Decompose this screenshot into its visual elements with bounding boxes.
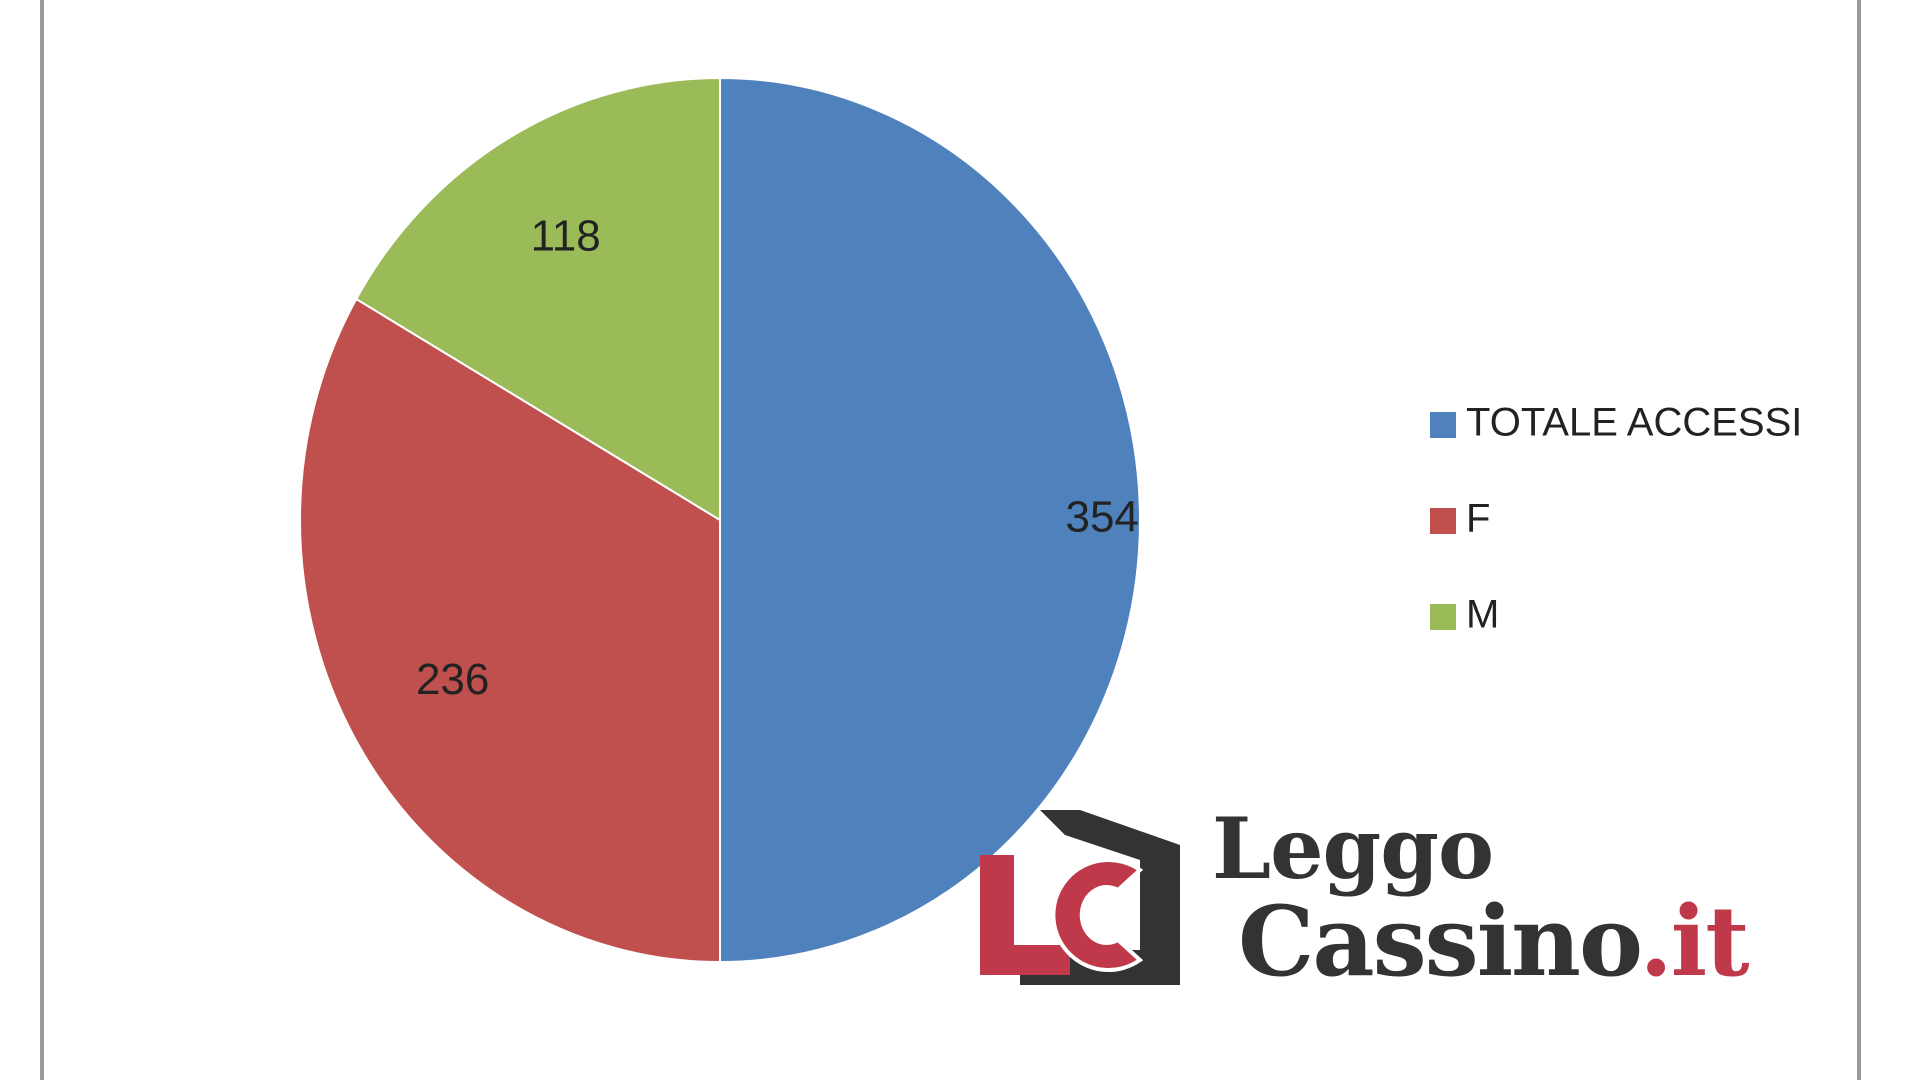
legend-swatch-f — [1430, 508, 1456, 534]
legend-swatch-m — [1430, 604, 1456, 630]
data-label-f: 236 — [416, 655, 489, 704]
frame-right-border — [1857, 0, 1861, 1080]
legend-swatch-totale-accessi — [1430, 412, 1456, 438]
pie-slice-totale-accessi — [719, 76, 1141, 964]
pie-slice-m — [354, 76, 721, 522]
pie-data-labels: 354 236 118 — [416, 211, 1139, 704]
chart-legend: TOTALE ACCESSI F M — [1430, 401, 1802, 637]
legend-label-totale-accessi: TOTALE ACCESSI — [1466, 401, 1802, 445]
data-label-m: 118 — [531, 211, 601, 260]
legend-label-f: F — [1466, 497, 1490, 541]
pie-slices — [299, 76, 1141, 964]
legend-label-m: M — [1466, 593, 1499, 637]
lc-monogram-logo — [980, 810, 1180, 985]
logo-wordmark-line2: Cassino.it — [1238, 892, 1750, 992]
pie-slice-f — [299, 297, 721, 964]
frame-left-border — [40, 0, 44, 1080]
leggocassino-logo: Leggo Cassino.it — [980, 800, 1880, 1000]
logo-wordmark-name: Cassino — [1238, 885, 1641, 998]
data-label-totale-accessi: 354 — [1065, 493, 1138, 542]
logo-wordmark-suffix: .it — [1639, 885, 1749, 998]
logo-wordmark-line1: Leggo — [1212, 799, 1494, 898]
